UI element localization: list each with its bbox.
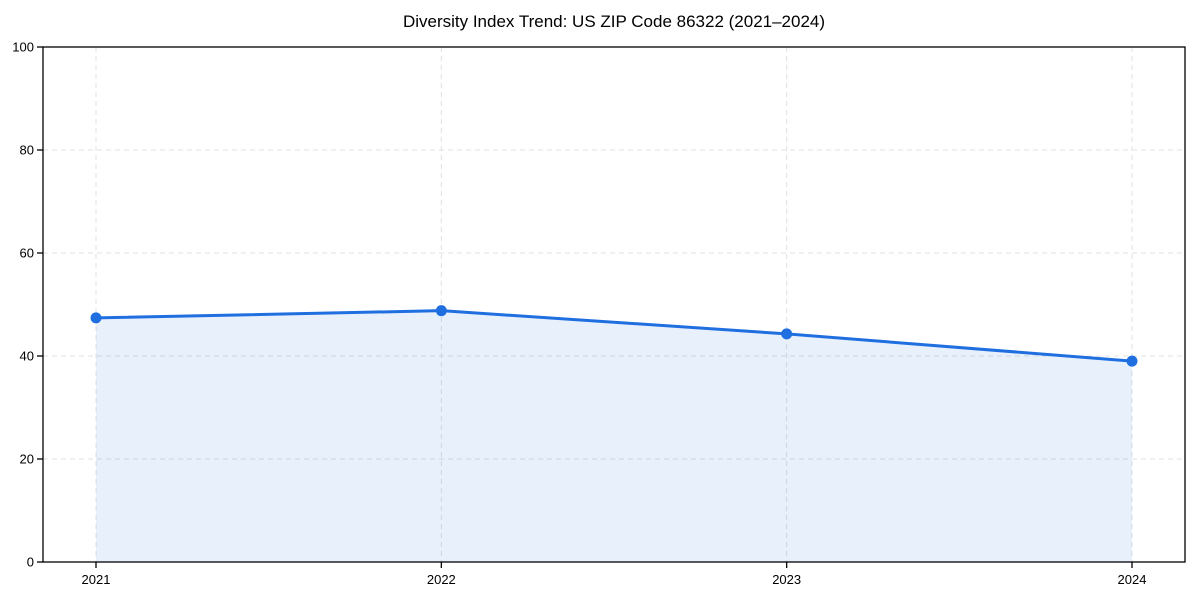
y-axis-tick-label: 80	[20, 143, 34, 158]
area-fill	[96, 310, 1132, 562]
y-axis-tick-label: 100	[12, 40, 34, 55]
chart-title: Diversity Index Trend: US ZIP Code 86322…	[402, 12, 826, 31]
data-point-marker	[90, 312, 102, 324]
y-axis-tick-label: 60	[20, 246, 34, 261]
x-axis-tick-label: 2021	[82, 572, 111, 587]
y-axis-tick-label: 40	[20, 349, 34, 364]
y-axis-tick-label: 0	[27, 555, 34, 570]
data-point-marker	[1126, 355, 1138, 367]
data-point-marker	[435, 305, 447, 317]
plot-border	[42, 46, 1186, 563]
trend-line	[94, 309, 1134, 363]
data-point-marker	[781, 328, 793, 340]
x-axis-tick-label: 2023	[772, 572, 801, 587]
y-axis-tick-label: 20	[20, 452, 34, 467]
x-axis-tick-label: 2024	[1118, 572, 1147, 587]
x-axis-tick-label: 2022	[427, 572, 456, 587]
